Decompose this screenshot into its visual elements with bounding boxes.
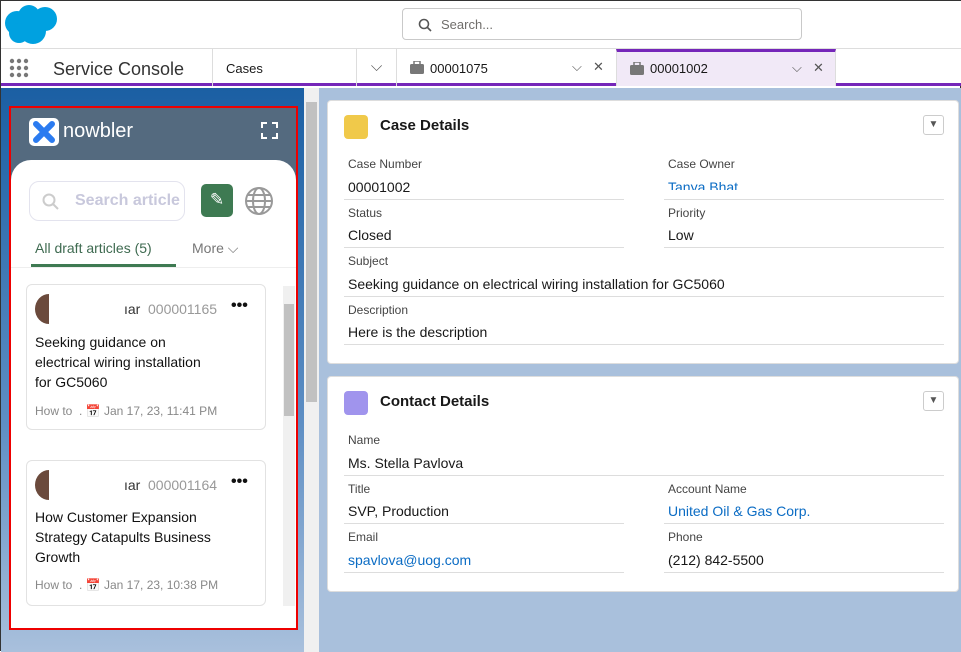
field-divider [664,572,944,573]
author-name: ıar [124,301,141,317]
calendar-icon: 📅 [85,404,101,418]
card-menu-dropdown[interactable]: ▼ [923,391,944,411]
close-icon[interactable]: ✕ [813,60,824,75]
more-actions-icon[interactable]: ••• [231,297,248,314]
tab-label: 00001002 [650,61,708,76]
author-avatar [35,294,63,324]
field-label: Description [348,303,409,317]
app-launcher-icon[interactable] [9,58,31,78]
article-card[interactable]: ıar 000001164 ••• How Customer Expansion… [26,460,266,606]
field-divider [344,296,944,297]
chevron-down-icon[interactable]: ⌵ [356,49,396,86]
article-meta: How to . 📅 Jan 17, 23, 10:38 PM [35,578,219,592]
article-card[interactable]: ıar 000001165 ••• Seeking guidance on el… [26,284,266,430]
tab-all-draft-articles[interactable]: All draft articles (5) [35,240,152,256]
nowbler-logo-text: nowbler [63,120,134,142]
field-label: Account Name [668,482,747,496]
field-label: Name [348,433,381,447]
field-divider [664,199,944,200]
globe-icon[interactable] [244,186,274,216]
field-label: Subject [348,254,389,268]
tab-more[interactable]: More ⌵ [192,240,239,256]
contact-name-value: Ms. Stella Pavlova [348,455,464,471]
chevron-down-icon[interactable]: ⌵ [792,60,802,75]
priority-value: Low [668,227,694,243]
contact-title-value: SVP, Production [348,503,449,519]
global-search-input[interactable]: Search... [402,8,802,40]
case-briefcase-icon [630,62,644,75]
field-label: Priority [668,206,706,220]
search-icon [418,18,432,32]
case-briefcase-icon [410,61,424,74]
field-divider [664,523,944,524]
chevron-down-icon: ⌵ [227,240,239,256]
tab-label: 00001075 [430,61,488,76]
author-avatar [35,470,63,500]
search-placeholder: Search article [75,192,180,209]
calendar-icon: 📅 [85,578,101,592]
more-actions-icon[interactable]: ••• [231,473,248,490]
new-article-edit-button[interactable]: ✎ [201,184,233,217]
active-tab-indicator [31,264,176,267]
field-divider [344,344,944,345]
object-tab-cases[interactable]: Cases [212,49,356,86]
article-search-input[interactable]: Search article [29,181,185,221]
field-divider [344,475,944,476]
case-details-card: Case Details ▼ Case Number 00001002 Case… [327,100,959,364]
case-number-value: 00001002 [348,179,411,195]
tab-00001002[interactable]: 00001002 ⌵ ✕ [616,49,836,86]
search-placeholder: Search... [441,17,494,32]
article-meta: How to . 📅 Jan 17, 23, 11:41 PM [35,404,218,418]
status-value: Closed [348,227,392,243]
field-divider [344,523,624,524]
tab-00001075[interactable]: 00001075 ⌵ ✕ [396,49,616,86]
article-list-scrollbar[interactable] [283,286,295,606]
nowbler-content: Search article ✎ All draft articles (5) … [11,160,296,628]
account-name-link[interactable]: United Oil & Gas Corp. [668,503,811,519]
card-menu-dropdown[interactable]: ▼ [923,115,944,135]
email-link[interactable]: spavlova@uog.com [348,552,472,568]
field-label: Case Owner [668,157,735,171]
nowbler-logo-icon [29,118,59,146]
navigation-bar: Service Console Cases ⌵ 00001075 ⌵ ✕ 000… [1,49,961,86]
contact-details-card: Contact Details ▼ Name Ms. Stella Pavlov… [327,376,959,592]
phone-value: (212) 842-5500 [668,552,764,568]
description-value: Here is the description [348,324,488,340]
contact-icon [344,391,368,415]
case-owner-link[interactable]: Tanya Bhat [668,179,739,190]
card-title: Case Details [380,117,470,134]
article-title[interactable]: Seeking guidance on electrical wiring in… [35,334,201,390]
expand-icon[interactable] [261,122,278,139]
field-label: Title [348,482,371,496]
panel-scrollbar[interactable] [304,88,319,652]
article-number: 000001164 [148,477,218,493]
case-icon [344,115,368,139]
field-label: Email [348,530,379,544]
app-name: Service Console [53,59,185,79]
card-title: Contact Details [380,393,490,410]
field-divider [344,247,624,248]
field-label: Case Number [348,157,423,171]
subject-value: Seeking guidance on electrical wiring in… [348,276,725,292]
nowbler-panel: nowbler Search article ✎ All draft artic… [9,106,298,630]
global-header: Search... [1,1,961,49]
field-divider [344,199,624,200]
search-icon [42,193,59,210]
author-name: ıar [124,477,141,493]
pencil-icon: ✎ [209,190,225,209]
field-divider [664,247,944,248]
salesforce-logo-icon[interactable] [3,3,59,45]
article-number: 000001165 [148,301,218,317]
field-label: Phone [668,530,703,544]
field-label: Status [348,206,383,220]
article-title[interactable]: How Customer Expansion Strategy Catapult… [35,509,211,565]
field-divider [344,572,624,573]
chevron-down-icon[interactable]: ⌵ [572,59,582,74]
divider [11,267,296,268]
close-icon[interactable]: ✕ [593,59,604,74]
